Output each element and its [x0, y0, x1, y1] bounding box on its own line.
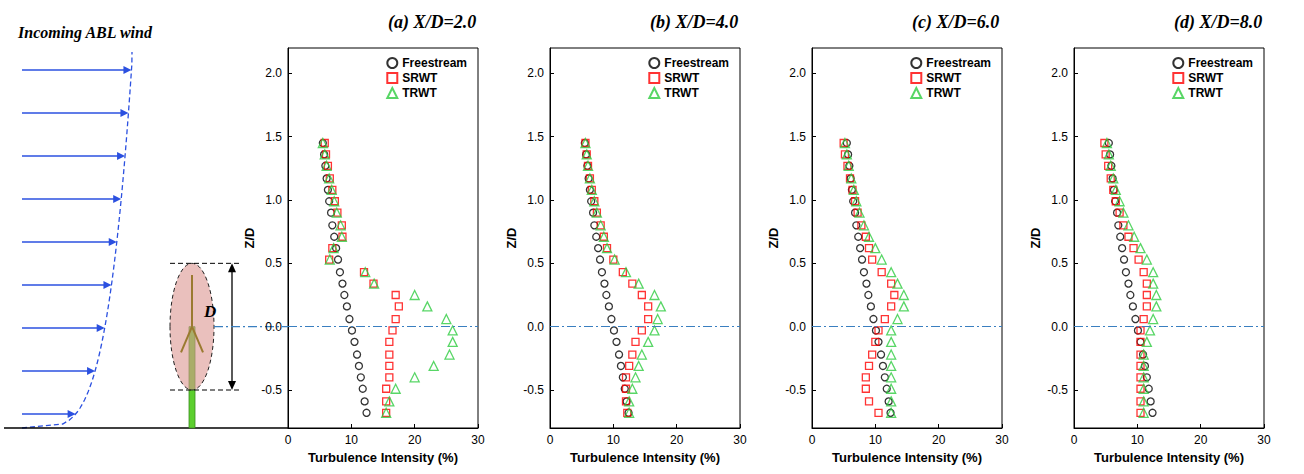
svg-text:(d) X/D=8.0: (d) X/D=8.0: [1174, 12, 1262, 33]
svg-text:Turbulence Intensity (%): Turbulence Intensity (%): [308, 450, 458, 465]
svg-text:TRWT: TRWT: [1188, 86, 1223, 100]
svg-text:SRWT: SRWT: [926, 71, 962, 85]
svg-text:-0.5: -0.5: [261, 383, 282, 397]
svg-text:10: 10: [1131, 433, 1145, 447]
svg-text:0: 0: [809, 433, 816, 447]
svg-text:TRWT: TRWT: [926, 86, 961, 100]
svg-text:0.0: 0.0: [789, 320, 806, 334]
svg-text:Incoming ABL wind: Incoming ABL wind: [17, 24, 153, 42]
svg-text:Freestream: Freestream: [1188, 56, 1253, 70]
svg-text:0: 0: [547, 433, 554, 447]
svg-text:TRWT: TRWT: [664, 86, 699, 100]
svg-text:1.5: 1.5: [265, 130, 282, 144]
svg-text:1.5: 1.5: [527, 130, 544, 144]
svg-text:0: 0: [285, 433, 292, 447]
svg-text:0.0: 0.0: [265, 320, 282, 334]
svg-text:-0.5: -0.5: [785, 383, 806, 397]
svg-text:Turbulence Intensity (%): Turbulence Intensity (%): [832, 450, 982, 465]
svg-text:Z/D: Z/D: [242, 228, 257, 249]
svg-text:30: 30: [1257, 433, 1271, 447]
svg-text:Turbulence Intensity (%): Turbulence Intensity (%): [1094, 450, 1244, 465]
svg-text:1.0: 1.0: [265, 193, 282, 207]
svg-text:SRWT: SRWT: [664, 71, 700, 85]
svg-text:10: 10: [607, 433, 621, 447]
svg-text:0.5: 0.5: [527, 256, 544, 270]
svg-text:2.0: 2.0: [527, 66, 544, 80]
svg-text:Freestream: Freestream: [664, 56, 729, 70]
svg-text:-0.5: -0.5: [523, 383, 544, 397]
svg-text:2.0: 2.0: [265, 66, 282, 80]
svg-text:20: 20: [1194, 433, 1208, 447]
svg-text:1.0: 1.0: [1051, 193, 1068, 207]
svg-text:1.0: 1.0: [789, 193, 806, 207]
svg-text:30: 30: [995, 433, 1009, 447]
svg-text:-0.5: -0.5: [1047, 383, 1068, 397]
svg-text:20: 20: [670, 433, 684, 447]
svg-text:Freestream: Freestream: [402, 56, 467, 70]
svg-text:10: 10: [345, 433, 359, 447]
svg-text:Z/D: Z/D: [1028, 228, 1043, 249]
svg-text:2.0: 2.0: [789, 66, 806, 80]
svg-text:10: 10: [869, 433, 883, 447]
svg-text:1.5: 1.5: [789, 130, 806, 144]
svg-text:SRWT: SRWT: [402, 71, 438, 85]
svg-text:D: D: [203, 302, 216, 321]
svg-text:1.0: 1.0: [527, 193, 544, 207]
svg-text:30: 30: [471, 433, 485, 447]
svg-text:(b) X/D=4.0: (b) X/D=4.0: [650, 12, 738, 33]
svg-text:Z/D: Z/D: [504, 228, 519, 249]
svg-text:0.0: 0.0: [1051, 320, 1068, 334]
svg-text:0.0: 0.0: [527, 320, 544, 334]
svg-text:20: 20: [408, 433, 422, 447]
svg-text:SRWT: SRWT: [1188, 71, 1224, 85]
svg-text:TRWT: TRWT: [402, 86, 437, 100]
svg-text:(c) X/D=6.0: (c) X/D=6.0: [912, 12, 999, 33]
svg-text:1.5: 1.5: [1051, 130, 1068, 144]
svg-text:2.0: 2.0: [1051, 66, 1068, 80]
svg-text:30: 30: [733, 433, 747, 447]
svg-text:0: 0: [1071, 433, 1078, 447]
svg-text:20: 20: [932, 433, 946, 447]
svg-text:0.5: 0.5: [789, 256, 806, 270]
svg-text:Turbulence Intensity (%): Turbulence Intensity (%): [570, 450, 720, 465]
svg-text:Freestream: Freestream: [926, 56, 991, 70]
svg-text:0.5: 0.5: [265, 256, 282, 270]
svg-text:(a) X/D=2.0: (a) X/D=2.0: [388, 12, 476, 33]
svg-text:0.5: 0.5: [1051, 256, 1068, 270]
svg-text:Z/D: Z/D: [766, 228, 781, 249]
